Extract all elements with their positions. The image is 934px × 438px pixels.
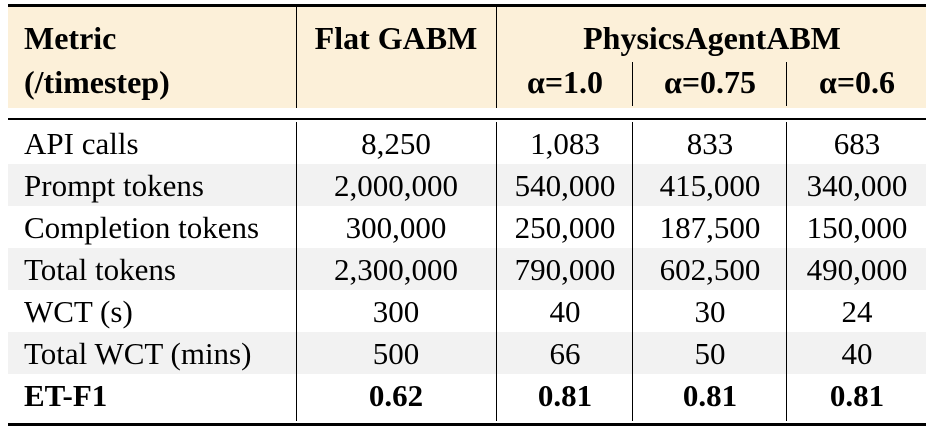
table-cell: 2,300,000 xyxy=(334,252,458,287)
flat-gabm-header: Flat GABM xyxy=(314,20,478,56)
alpha-075-header: α=0.75 xyxy=(663,64,757,100)
table-cell: 683 xyxy=(833,126,881,161)
table-cell: 490,000 xyxy=(806,252,908,287)
table-cell: 0.81 xyxy=(682,378,738,413)
column-separator xyxy=(296,122,297,421)
column-separator xyxy=(632,62,633,106)
top-rule xyxy=(8,4,926,7)
table-cell: 540,000 xyxy=(514,168,616,203)
table-cell: 1,083 xyxy=(530,126,600,161)
table-cell: 300 xyxy=(372,294,420,329)
header-rule xyxy=(8,118,926,120)
alpha-06-header: α=0.6 xyxy=(818,64,896,100)
table-cell: 602,500 xyxy=(659,252,761,287)
column-separator xyxy=(786,122,787,421)
row-label: Prompt tokens xyxy=(24,168,204,203)
table-cell: 340,000 xyxy=(806,168,908,203)
metric-unit-header: (/timestep) xyxy=(24,64,170,100)
table-cell: 66 xyxy=(549,336,581,371)
table-cell: 40 xyxy=(841,336,873,371)
header-background xyxy=(8,7,926,108)
column-separator xyxy=(786,62,787,106)
table-cell: 24 xyxy=(841,294,873,329)
row-label: API calls xyxy=(24,126,139,161)
bottom-rule xyxy=(8,423,926,426)
table-cell: 2,000,000 xyxy=(334,168,458,203)
table-cell: 250,000 xyxy=(514,210,616,245)
row-shading xyxy=(8,332,926,374)
column-separator xyxy=(496,7,497,108)
column-separator xyxy=(496,122,497,421)
table-cell: 30 xyxy=(694,294,726,329)
table-cell: 300,000 xyxy=(345,210,447,245)
column-separator xyxy=(632,122,633,421)
physics-agent-abm-header: PhysicsAgentABM xyxy=(583,20,841,56)
column-separator xyxy=(296,7,297,108)
alpha-1-header: α=1.0 xyxy=(526,64,604,100)
table-cell: 187,500 xyxy=(659,210,761,245)
table-cell: 50 xyxy=(694,336,726,371)
row-label: Completion tokens xyxy=(24,210,260,245)
row-label: Total WCT (mins) xyxy=(24,336,252,371)
table-cell: 500 xyxy=(372,336,420,371)
table-cell: 150,000 xyxy=(806,210,908,245)
row-label: Total tokens xyxy=(24,252,176,287)
row-shading xyxy=(8,248,926,290)
row-label: WCT (s) xyxy=(24,294,133,329)
table-cell: 40 xyxy=(549,294,581,329)
table-cell: 415,000 xyxy=(659,168,761,203)
metric-header: Metric xyxy=(24,20,117,56)
row-shading xyxy=(8,164,926,206)
row-label: ET-F1 xyxy=(24,378,108,413)
table-cell: 0.81 xyxy=(537,378,593,413)
table-cell: 790,000 xyxy=(514,252,616,287)
table-cell: 833 xyxy=(686,126,734,161)
table-cell: 0.62 xyxy=(368,378,424,413)
table-cell: 0.81 xyxy=(829,378,885,413)
table-cell: 8,250 xyxy=(361,126,431,161)
